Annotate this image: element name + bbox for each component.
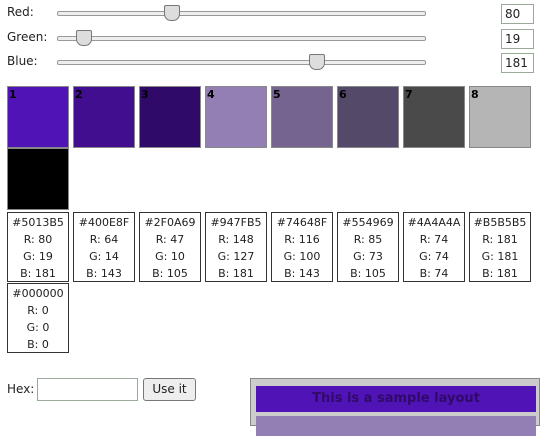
info-b: B: 105: [350, 267, 386, 280]
value-input[interactable]: 181: [501, 53, 534, 73]
info-hex: #2F0A69: [144, 216, 196, 229]
slider-track[interactable]: [57, 11, 426, 16]
color-swatch[interactable]: 5: [271, 86, 333, 148]
info-g: G: 14: [89, 250, 119, 263]
info-r: R: 74: [419, 233, 449, 246]
hex-label: Hex:: [7, 382, 35, 396]
color-info: #000000 R: 0 G: 0 B: 0: [7, 283, 69, 353]
color-swatch[interactable]: [7, 148, 69, 210]
color-info: #74648F R: 116 G: 100 B: 143: [271, 212, 333, 282]
slider-label: Green:: [7, 29, 48, 44]
info-b: B: 181: [20, 267, 56, 280]
slider-thumb[interactable]: [76, 29, 93, 46]
swatch-number: 3: [141, 88, 149, 101]
slider-track[interactable]: [57, 60, 426, 65]
info-g: G: 73: [353, 250, 383, 263]
swatch-number: 5: [273, 88, 281, 101]
info-r: R: 64: [89, 233, 119, 246]
color-swatch[interactable]: 3: [139, 86, 201, 148]
color-swatch[interactable]: 8: [469, 86, 531, 148]
info-b: B: 143: [86, 267, 122, 280]
info-g: G: 74: [419, 250, 449, 263]
info-hex: #400E8F: [78, 216, 130, 229]
slider-thumb[interactable]: [164, 5, 181, 21]
info-r: R: 148: [218, 233, 254, 246]
info-g: G: 19: [23, 250, 53, 263]
slider-label: Blue:: [7, 54, 38, 68]
slider-label: Red:: [7, 5, 34, 19]
color-swatch[interactable]: 1: [7, 86, 69, 148]
info-g: G: 10: [155, 250, 185, 263]
page: Hex: Use it This is a sample layout (() …: [7, 4, 540, 436]
info-g: G: 181: [481, 250, 519, 263]
info-hex: #74648F: [276, 216, 328, 229]
info-hex: #554969: [342, 216, 394, 229]
info-r: R: 80: [23, 233, 53, 246]
info-g: G: 127: [217, 250, 255, 263]
swatch-number: 7: [405, 88, 413, 101]
color-info: #947FB5 R: 148 G: 127 B: 181: [205, 212, 267, 282]
color-info: #554969 R: 85 G: 73 B: 105: [337, 212, 399, 282]
color-info: #B5B5B5 R: 181 G: 181 B: 181: [469, 212, 531, 282]
use-button[interactable]: Use it: [143, 378, 196, 401]
swatch-number: 8: [471, 88, 479, 101]
info-b: B: 0: [27, 338, 49, 351]
sample-bar: [256, 416, 536, 436]
info-r: R: 116: [284, 233, 320, 246]
info-b: B: 105: [152, 267, 188, 280]
color-info: #2F0A69 R: 47 G: 10 B: 105: [139, 212, 201, 282]
hex-input[interactable]: [37, 378, 138, 401]
color-swatch[interactable]: 4: [205, 86, 267, 148]
swatch-number: 4: [207, 88, 215, 101]
slider-thumb[interactable]: [309, 54, 326, 70]
color-swatch[interactable]: 2: [73, 86, 135, 148]
color-info: #4A4A4A R: 74 G: 74 B: 74: [403, 212, 465, 282]
value-input[interactable]: 80: [501, 4, 534, 24]
swatch-number: 1: [9, 88, 17, 101]
info-b: B: 74: [419, 267, 449, 280]
color-swatch[interactable]: 7: [403, 86, 465, 148]
info-b: B: 143: [284, 267, 320, 280]
info-hex: #947FB5: [210, 216, 262, 229]
slider-track[interactable]: [57, 35, 426, 41]
info-hex: #5013B5: [12, 216, 64, 229]
info-g: G: 0: [26, 321, 50, 334]
sample-title: This is a sample layout: [256, 386, 536, 412]
info-hex: #4A4A4A: [407, 216, 461, 229]
info-r: R: 85: [353, 233, 383, 246]
value-input[interactable]: 19: [501, 28, 534, 49]
info-g: G: 100: [283, 250, 321, 263]
color-info: #5013B5 R: 80 G: 19 B: 181: [7, 212, 69, 282]
info-r: R: 47: [155, 233, 185, 246]
info-hex: #B5B5B5: [473, 216, 527, 229]
sample-layout: This is a sample layout: [250, 378, 540, 436]
color-swatch[interactable]: 6: [337, 86, 399, 148]
color-info: #400E8F R: 64 G: 14 B: 143: [73, 212, 135, 282]
info-b: B: 181: [218, 267, 254, 280]
swatch-number: 2: [75, 88, 83, 101]
info-hex: #000000: [12, 287, 64, 300]
info-r: R: 181: [482, 233, 518, 246]
info-b: B: 181: [482, 267, 518, 280]
swatch-number: 6: [339, 88, 347, 101]
info-r: R: 0: [27, 304, 49, 317]
